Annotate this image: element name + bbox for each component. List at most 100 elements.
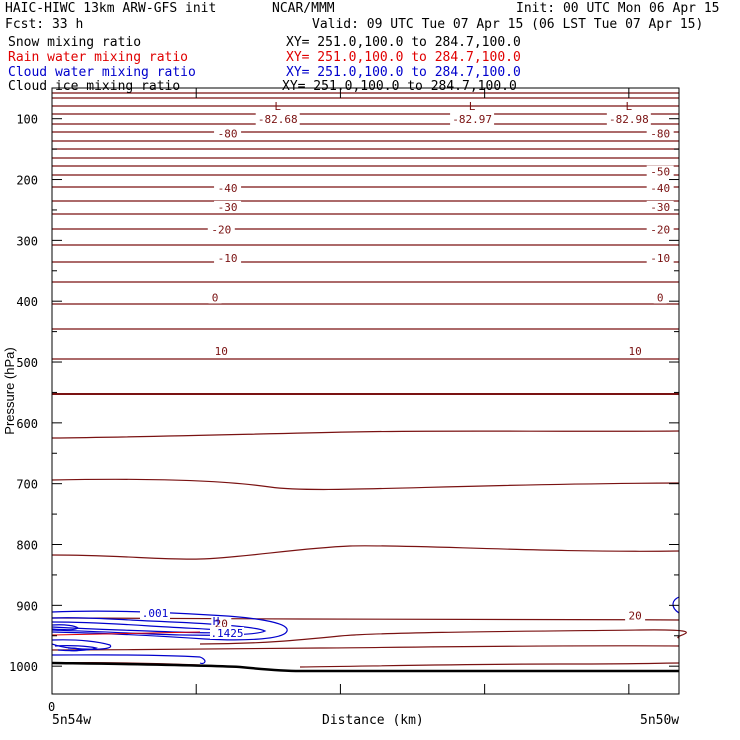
temperature-label-bg: [653, 291, 667, 304]
cloud-water-contour: [51, 624, 79, 631]
isotherm-line: [51, 92, 680, 94]
isotherm-line: [51, 228, 680, 230]
temperature-label: -30: [650, 201, 670, 214]
isotherm-line: [51, 478, 680, 491]
isotherm-line: [51, 213, 680, 215]
temperature-label: -80: [218, 127, 238, 140]
minimum-symbol: L: [469, 100, 476, 113]
temperature-label-bg: [625, 609, 646, 622]
isotherm-lines: [51, 92, 687, 668]
terrain-line: [51, 661, 679, 673]
isotherm-line: [51, 148, 680, 150]
field-xy-snow: XY= 251.0,100.0 to 284.7,100.0: [286, 35, 521, 50]
field-name-snow: Snow mixing ratio: [8, 35, 142, 50]
institution: NCAR/MMM: [272, 1, 335, 16]
cloud-water-label-bg: [140, 607, 170, 619]
temperature-label-bg: [646, 165, 674, 178]
isotherm-line: [51, 157, 680, 159]
temperature-label-bg: [214, 252, 242, 265]
y-tick-label: 500: [16, 356, 38, 370]
isotherm-line: [299, 662, 680, 668]
minimum-value: -82.97: [452, 113, 492, 126]
y-tick-label: 600: [16, 417, 38, 431]
axis-ticks: [52, 88, 679, 694]
isotherm-line: [51, 200, 680, 202]
y-tick-label: 800: [16, 539, 38, 553]
field-xy-cloud-water: XY= 251.0,100.0 to 284.7,100.0: [286, 65, 521, 80]
y-tick-label: 100: [16, 113, 38, 127]
field-name-rain: Rain water mixing ratio: [8, 50, 189, 65]
isotherm-line: [51, 165, 680, 167]
temperature-label: -10: [218, 252, 238, 265]
temperature-label: -40: [218, 182, 238, 195]
temperature-label-bg: [214, 127, 242, 140]
isotherm-line: [51, 545, 680, 560]
temperature-label: 10: [215, 345, 228, 358]
isotherm-line: [51, 97, 680, 99]
isotherm-line: [51, 645, 680, 651]
isotherm-line: [51, 430, 680, 439]
minimum-value: -82.68: [258, 113, 298, 126]
temperature-label-bg: [646, 182, 674, 195]
minimum-symbol: L: [626, 100, 633, 113]
forecast-hour: Fcst: 33 h: [5, 17, 84, 32]
minimum-markers: L-82.68L-82.97L-82.98: [255, 100, 651, 126]
field-name-cloud-water: Cloud water mixing ratio: [8, 65, 196, 80]
y-tick-label: 900: [16, 599, 38, 613]
y-tick-labels: 100 200 300 400 500 600 700 800 900 1000: [9, 113, 38, 674]
isotherm-line: [51, 123, 680, 125]
temperature-label: 0: [212, 292, 219, 305]
cloud-water-max-symbol: H: [213, 615, 220, 628]
temperature-label: -30: [218, 201, 238, 214]
minimum-value-bg: [450, 113, 495, 125]
y-tick-label: 700: [16, 478, 38, 492]
y-tick-label: 300: [16, 234, 38, 248]
init-time: Init: 00 UTC Mon 06 Apr 15: [516, 1, 720, 16]
x-axis-label: Distance (km): [322, 713, 424, 728]
cloud-water-max-value: .1425: [210, 627, 243, 640]
field-name-cloud-ice: Cloud ice mixing ratio: [8, 79, 181, 94]
temperature-label: -40: [650, 182, 670, 195]
temperature-label-bg: [646, 127, 674, 140]
field-xy-cloud-ice: XY= 251.0,100.0 to 284.7,100.0: [282, 79, 517, 94]
terrain-surface: [51, 661, 679, 673]
temperature-label-bg: [646, 223, 674, 236]
y-tick-label: 200: [16, 174, 38, 188]
isotherm-line: [199, 629, 687, 645]
temperature-label-bg: [211, 345, 232, 358]
isotherm-line: [51, 105, 680, 107]
isotherm-line: [51, 303, 680, 305]
isotherm-line: [51, 186, 680, 188]
isotherm-line: [51, 131, 680, 133]
temperature-label-bg: [214, 200, 242, 213]
x-origin-label: 0: [48, 700, 56, 714]
y-tick-label: 1000: [9, 660, 38, 674]
isotherm-line: [51, 140, 680, 142]
minimum-value: -82.98: [609, 113, 649, 126]
temperature-label-bg: [211, 617, 232, 630]
temperature-label-bg: [625, 345, 646, 358]
isotherm-line: [51, 113, 680, 115]
temperature-label: 10: [628, 345, 641, 358]
minimum-value-bg: [255, 113, 300, 125]
plot-frame: [51, 87, 680, 695]
temperature-label: -20: [650, 223, 670, 236]
temperature-label: 20: [628, 610, 641, 623]
temperature-label: -50: [650, 166, 670, 179]
cloud-water-contour: [51, 639, 112, 650]
temperature-label-bg: [646, 200, 674, 213]
model-title: HAIC-HIWC 13km ARW-GFS init: [5, 1, 217, 16]
isotherm-line: [51, 328, 680, 330]
isotherm-line: [51, 174, 680, 176]
temperature-label: -20: [211, 223, 231, 236]
isotherm-line: [51, 244, 680, 246]
cloud-water-contour-label: .001: [142, 607, 169, 620]
x-left-end-label: 5n54w: [52, 713, 92, 728]
cloud-water-contour: [67, 647, 81, 652]
field-xy-rain: XY= 251.0,100.0 to 284.7,100.0: [286, 50, 521, 65]
x-right-end-label: 5n50w: [640, 713, 680, 728]
isotherm-line: [51, 358, 680, 360]
temperature-label: 0: [657, 292, 664, 305]
temperature-label-bg: [208, 291, 222, 304]
